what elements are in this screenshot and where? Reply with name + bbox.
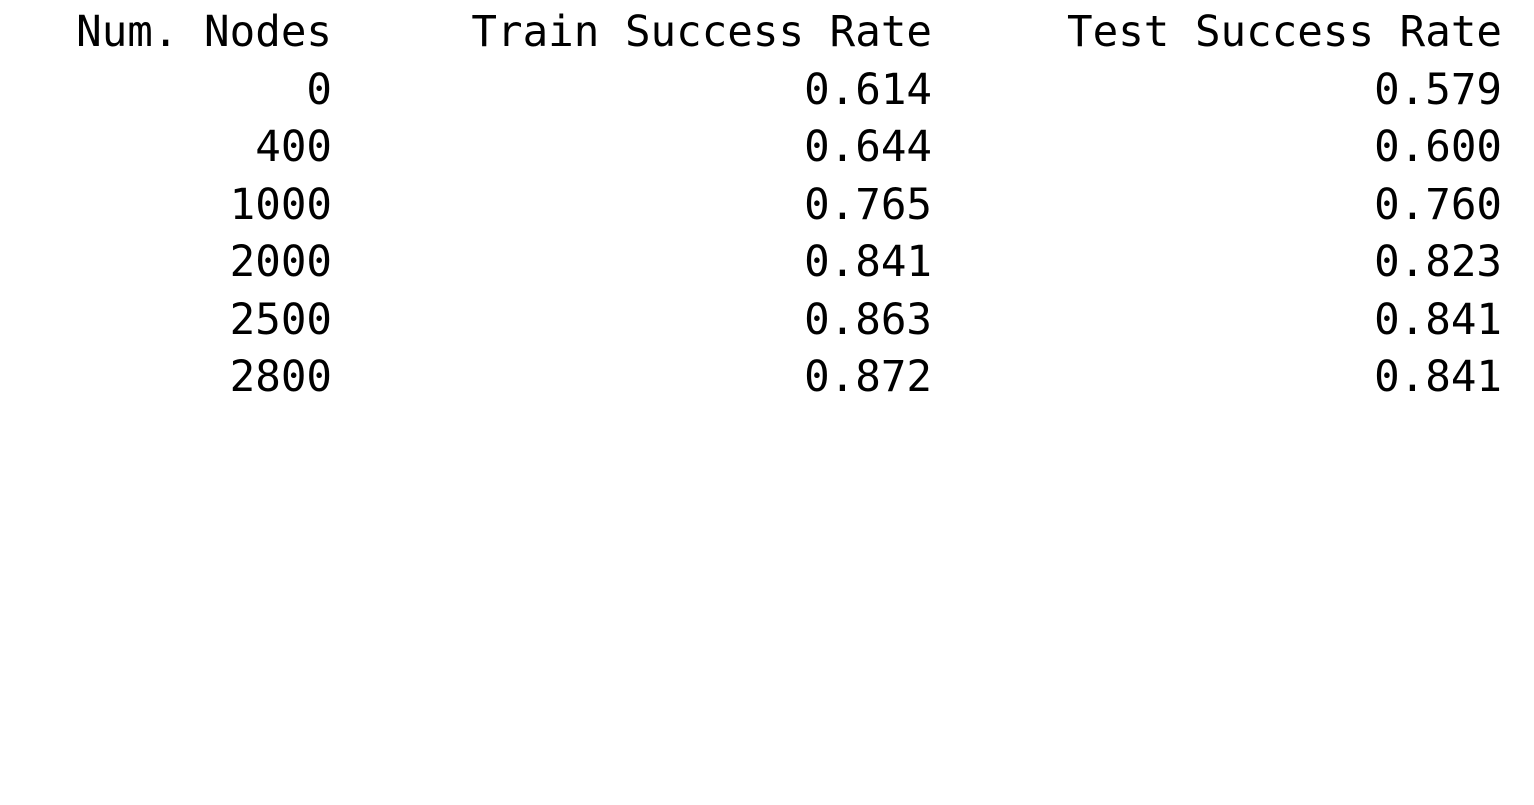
header-num-nodes: Num. Nodes <box>76 8 332 57</box>
train-success-rate-cell: 0.872 <box>804 353 932 402</box>
train-success-rate-cell: 0.644 <box>804 123 932 172</box>
table-row: 400 0.644 0.600 <box>0 119 1534 177</box>
num-nodes-cell: 2500 <box>229 296 332 345</box>
train-success-rate-cell: 0.841 <box>804 238 932 287</box>
test-success-rate-cell: 0.823 <box>1374 238 1502 287</box>
train-success-rate-cell: 0.614 <box>804 66 932 115</box>
test-success-rate-cell: 0.760 <box>1374 181 1502 230</box>
table-row: 2000 0.841 0.823 <box>0 234 1534 292</box>
train-success-rate-cell: 0.765 <box>804 181 932 230</box>
num-nodes-cell: 400 <box>255 123 332 172</box>
test-success-rate-cell: 0.841 <box>1374 353 1502 402</box>
num-nodes-cell: 1000 <box>229 181 332 230</box>
test-success-rate-cell: 0.600 <box>1374 123 1502 172</box>
table-row: 2500 0.863 0.841 <box>0 292 1534 350</box>
train-success-rate-cell: 0.863 <box>804 296 932 345</box>
header-test-success-rate: Test Success Rate <box>1067 8 1502 57</box>
table-header-row: Num. Nodes Train Success Rate Test Succe… <box>0 4 1534 62</box>
num-nodes-cell: 0 <box>306 66 332 115</box>
table-row: 0 0.614 0.579 <box>0 62 1534 120</box>
header-train-success-rate: Train Success Rate <box>471 8 932 57</box>
num-nodes-cell: 2800 <box>229 353 332 402</box>
test-success-rate-cell: 0.841 <box>1374 296 1502 345</box>
num-nodes-cell: 2000 <box>229 238 332 287</box>
table-row: 1000 0.765 0.760 <box>0 177 1534 235</box>
results-table: Num. Nodes Train Success Rate Test Succe… <box>0 4 1534 407</box>
test-success-rate-cell: 0.579 <box>1374 66 1502 115</box>
table-row: 2800 0.872 0.841 <box>0 349 1534 407</box>
